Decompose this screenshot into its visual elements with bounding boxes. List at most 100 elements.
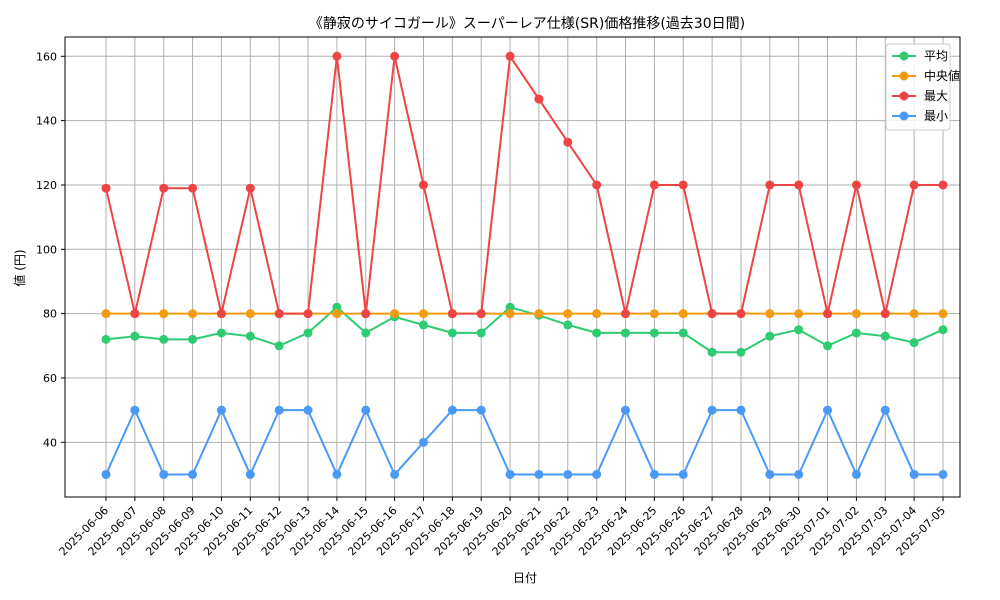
data-point (159, 334, 169, 344)
data-point (649, 328, 659, 338)
data-point (505, 302, 515, 312)
data-point (765, 180, 775, 190)
y-tick-label: 40 (43, 436, 57, 449)
data-point (707, 347, 717, 357)
data-point (130, 331, 140, 341)
data-point (909, 309, 919, 319)
series-line (105, 53, 943, 315)
legend-label: 平均 (924, 49, 948, 63)
x-axis: 2025-06-062025-06-072025-06-082025-06-09… (57, 497, 948, 558)
data-point (880, 331, 890, 341)
data-point (274, 405, 284, 415)
data-point (447, 405, 457, 415)
data-point (938, 325, 948, 335)
series-2 (101, 51, 948, 319)
data-point (505, 469, 515, 479)
data-point (794, 469, 804, 479)
data-point (909, 469, 919, 479)
data-point (909, 180, 919, 190)
data-point (736, 309, 746, 319)
data-point (476, 405, 486, 415)
data-point (794, 180, 804, 190)
legend-item: 中央値 (892, 68, 960, 83)
data-point (592, 469, 602, 479)
data-point (851, 328, 861, 338)
series-layer (101, 51, 948, 479)
data-point (274, 309, 284, 319)
data-point (130, 405, 140, 415)
data-point (390, 469, 400, 479)
data-point (245, 469, 255, 479)
data-point (188, 469, 198, 479)
data-point (332, 469, 342, 479)
data-point (303, 328, 313, 338)
data-point (216, 309, 226, 319)
data-point (592, 180, 602, 190)
data-point (649, 309, 659, 319)
data-point (823, 309, 833, 319)
data-point (216, 328, 226, 338)
legend-label: 最大 (924, 89, 948, 103)
data-point (390, 309, 400, 319)
data-point (851, 469, 861, 479)
y-tick-label: 60 (43, 372, 57, 385)
data-point (678, 469, 688, 479)
plot-frame (64, 36, 961, 498)
data-point (505, 51, 515, 61)
legend-item: 最大 (892, 89, 948, 103)
data-point (534, 94, 544, 104)
legend-swatch-marker (899, 111, 909, 121)
data-point (245, 183, 255, 193)
legend-item: 平均 (892, 49, 948, 63)
data-point (476, 309, 486, 319)
legend-item: 最小 (892, 109, 948, 123)
data-point (159, 469, 169, 479)
data-point (274, 341, 284, 351)
grid (65, 37, 960, 497)
data-point (101, 183, 111, 193)
data-point (794, 309, 804, 319)
data-point (678, 309, 688, 319)
data-point (707, 405, 717, 415)
data-point (534, 309, 544, 319)
x-axis-label: 日付 (513, 571, 537, 585)
data-point (418, 180, 428, 190)
legend-swatch-marker (899, 51, 909, 61)
data-point (332, 51, 342, 61)
y-axis-label: 値 (円) (12, 249, 27, 286)
data-point (880, 309, 890, 319)
data-point (851, 180, 861, 190)
series-3 (101, 405, 948, 479)
data-point (101, 334, 111, 344)
data-point (621, 405, 631, 415)
data-point (505, 309, 515, 319)
data-point (938, 309, 948, 319)
legend-box (885, 43, 951, 131)
legend-label: 中央値 (924, 68, 960, 83)
data-point (534, 469, 544, 479)
data-point (563, 469, 573, 479)
data-point (216, 405, 226, 415)
y-tick-label: 120 (36, 179, 57, 192)
y-tick-label: 140 (36, 115, 57, 128)
data-point (794, 325, 804, 335)
data-point (447, 309, 457, 319)
data-point (245, 309, 255, 319)
data-point (621, 328, 631, 338)
data-point (649, 469, 659, 479)
data-point (765, 331, 775, 341)
legend-swatch-marker (899, 91, 909, 101)
data-point (649, 180, 659, 190)
data-point (101, 309, 111, 319)
y-tick-label: 100 (36, 243, 57, 256)
data-point (188, 334, 198, 344)
data-point (621, 309, 631, 319)
data-point (563, 309, 573, 319)
series-line (105, 305, 944, 354)
data-point (159, 309, 169, 319)
data-point (188, 183, 198, 193)
chart-title: 《静寂のサイコガール》スーパーレア仕様(SR)価格推移(過去30日間) (309, 16, 745, 32)
data-point (418, 309, 428, 319)
